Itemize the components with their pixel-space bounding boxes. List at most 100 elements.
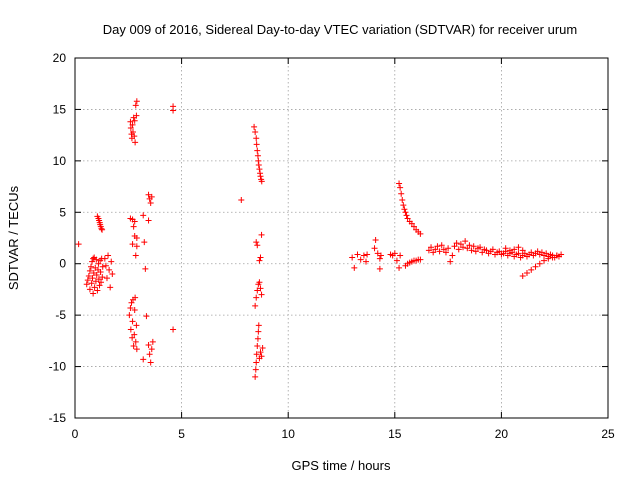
data-point (129, 121, 136, 128)
data-point (457, 241, 464, 248)
data-point (255, 328, 262, 335)
data-point (430, 249, 437, 256)
data-point (396, 180, 403, 187)
data-points (75, 98, 565, 380)
data-point (97, 268, 104, 275)
data-point (140, 212, 147, 219)
data-point (130, 343, 137, 349)
data-point (129, 129, 136, 136)
y-tick-label: 0 (59, 257, 66, 271)
data-point (149, 338, 156, 345)
data-point (453, 240, 460, 247)
data-point (95, 276, 102, 283)
data-point (445, 245, 452, 252)
data-point (129, 334, 136, 341)
data-point (96, 282, 103, 289)
tick-labels: 0 5 10 15 20 25 -15 -10 -5 0 5 10 15 20 (49, 51, 615, 441)
data-point (252, 366, 259, 373)
data-point (133, 235, 140, 241)
data-point (417, 256, 424, 263)
data-point (256, 257, 263, 264)
data-point (489, 246, 496, 253)
data-point (133, 346, 140, 353)
data-point (464, 245, 471, 252)
data-point (86, 267, 93, 274)
data-point (455, 246, 462, 253)
data-point (103, 275, 110, 282)
data-point (404, 215, 411, 222)
data-point (132, 338, 139, 345)
data-point (399, 196, 406, 203)
y-tick-label: 10 (53, 154, 67, 168)
data-point (442, 249, 449, 256)
data-point (440, 246, 447, 253)
data-point (253, 239, 260, 246)
data-point (376, 255, 383, 262)
data-point (131, 117, 138, 124)
data-point (148, 346, 155, 353)
data-point (256, 279, 263, 286)
data-point (133, 98, 140, 105)
data-point (131, 331, 138, 338)
data-point (377, 252, 384, 259)
data-point (479, 249, 486, 256)
data-point (258, 291, 265, 298)
data-point (558, 251, 565, 258)
data-point (147, 359, 154, 366)
data-point (105, 252, 112, 259)
data-point (106, 266, 113, 273)
data-point (515, 250, 522, 257)
data-point (470, 243, 477, 250)
plot-frame (74, 57, 609, 419)
data-point (86, 286, 93, 293)
data-point (99, 263, 106, 270)
data-point (253, 359, 260, 366)
data-point (519, 273, 526, 280)
data-point (401, 206, 408, 213)
x-tick-label: 15 (388, 427, 402, 441)
axis-ticks (74, 57, 609, 419)
data-point (349, 254, 356, 261)
grid (75, 58, 608, 418)
data-point (374, 250, 381, 257)
data-point (436, 248, 443, 255)
data-point (410, 223, 417, 230)
data-point (87, 263, 94, 270)
data-point (496, 248, 503, 255)
data-point (146, 351, 153, 358)
data-point (532, 263, 539, 270)
data-point (483, 247, 490, 254)
data-point (257, 285, 264, 292)
data-point (132, 294, 139, 301)
data-point (141, 239, 148, 246)
data-point (94, 287, 101, 294)
data-point (256, 166, 263, 173)
data-point (402, 209, 409, 216)
data-point (257, 349, 264, 356)
data-point (254, 152, 261, 159)
data-point (89, 275, 96, 282)
x-tick-label: 0 (72, 427, 79, 441)
data-point (502, 245, 509, 252)
data-point (127, 304, 134, 311)
data-point (253, 141, 260, 148)
data-point (408, 220, 415, 227)
data-point (371, 245, 378, 252)
data-point (398, 190, 405, 197)
data-point (131, 218, 138, 225)
data-point (98, 225, 105, 232)
data-point (351, 264, 358, 271)
data-point (549, 254, 556, 261)
data-point (253, 135, 260, 142)
data-point (259, 345, 266, 352)
data-point (363, 258, 370, 265)
data-point (396, 264, 403, 271)
data-point (88, 280, 95, 287)
data-point (506, 247, 513, 254)
data-point (417, 230, 424, 237)
data-point (438, 242, 445, 249)
data-point (462, 238, 469, 245)
data-point (400, 202, 407, 209)
data-point (126, 312, 133, 319)
y-tick-label: 15 (53, 102, 67, 116)
